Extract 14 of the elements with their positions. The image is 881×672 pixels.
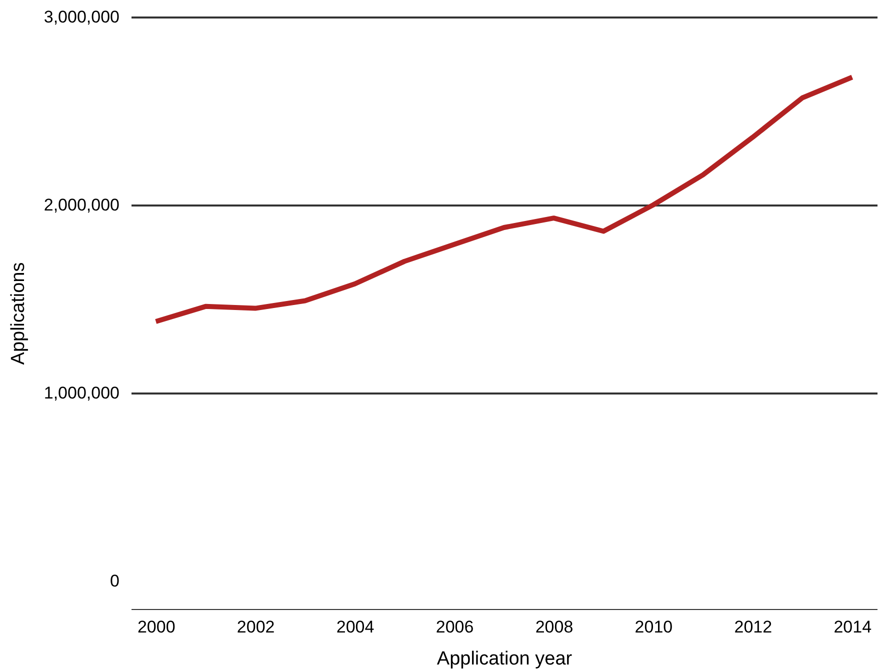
x-tick-label: 2002 (236, 618, 275, 636)
x-tick-label: 2012 (734, 618, 772, 636)
x-axis-title: Application year (436, 648, 573, 670)
y-tick-label: 2,000,000 (44, 195, 120, 214)
x-tick-label: 2000 (137, 618, 176, 636)
x-tick-label: 2006 (436, 618, 474, 636)
y-tick-label: 0 (110, 571, 120, 590)
x-tick-label: 2014 (834, 618, 872, 636)
y-axis-title: Applications (8, 262, 29, 365)
x-tick-label: 2008 (535, 618, 574, 636)
y-tick-label: 1,000,000 (44, 383, 120, 402)
y-tick-label: 3,000,000 (44, 8, 120, 26)
x-tick-label: 2004 (336, 618, 374, 636)
x-tick-label: 2010 (634, 618, 673, 636)
